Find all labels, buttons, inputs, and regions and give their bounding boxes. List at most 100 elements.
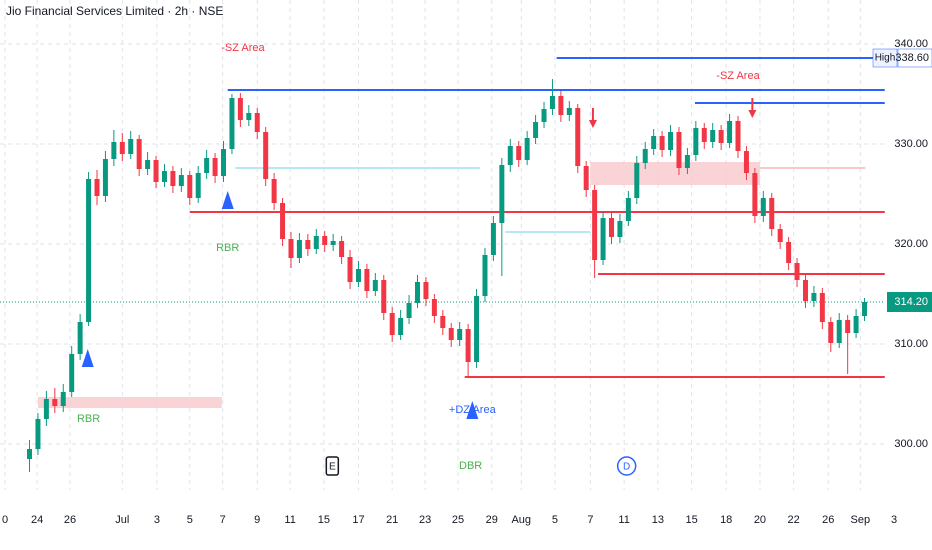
candle-body — [482, 255, 488, 296]
y-tick-label: 340.00 — [894, 38, 928, 50]
annotation: DBR — [459, 460, 482, 472]
candle-body — [254, 113, 260, 132]
candle-body — [221, 149, 227, 176]
candle-body — [212, 158, 218, 176]
candle-body — [794, 263, 800, 280]
candle-body — [415, 282, 421, 303]
candle-body — [263, 132, 269, 179]
x-tick-label: 22 — [788, 514, 800, 526]
price-axis — [885, 0, 932, 550]
candle-body — [474, 296, 480, 362]
candle-body — [634, 163, 640, 198]
candle-body — [802, 280, 808, 301]
candle-body — [642, 149, 648, 163]
annotation: -SZ Area — [716, 70, 760, 82]
candle-body — [27, 449, 33, 459]
candle-body — [111, 142, 117, 159]
candle-body — [600, 218, 606, 260]
candle-body — [86, 179, 92, 322]
x-tick-label: Jul — [115, 514, 129, 526]
x-tick-label: 11 — [618, 514, 629, 526]
x-tick-label: Aug — [511, 514, 531, 526]
annotation: RBR — [77, 413, 100, 425]
candle-body — [204, 158, 210, 173]
candle-body — [305, 240, 311, 249]
signal-marker — [748, 98, 757, 118]
x-tick-label: 3 — [891, 514, 897, 526]
candle-body — [288, 239, 294, 258]
chart-title: Jio Financial Services Limited · 2h · NS… — [6, 4, 223, 18]
candle-body — [43, 399, 49, 419]
candle-body — [777, 229, 783, 242]
candle-body — [195, 173, 201, 198]
candle-body — [313, 236, 319, 249]
y-tick-label: 310.00 — [894, 338, 928, 350]
candle-body — [701, 128, 707, 142]
candle-body — [178, 175, 184, 186]
candle-body — [735, 121, 741, 151]
annotation: +DZ Area — [449, 404, 497, 416]
candle-body — [389, 313, 395, 335]
zone — [37, 397, 222, 408]
candle-body — [431, 299, 437, 316]
candle-body — [398, 318, 404, 335]
candle-body — [364, 269, 370, 291]
x-tick-label: 7 — [220, 514, 226, 526]
candle-body — [187, 175, 193, 198]
candle-body — [35, 419, 41, 449]
x-tick-label: 29 — [486, 514, 498, 526]
y-tick-label: 320.00 — [894, 238, 928, 250]
candle-body — [811, 293, 817, 301]
x-tick-label: 11 — [284, 514, 295, 526]
x-tick-label: 7 — [587, 514, 593, 526]
candle-body — [77, 322, 83, 354]
signal-marker — [221, 191, 234, 209]
candle-body — [592, 190, 598, 260]
candle-body — [60, 392, 66, 406]
event-badge — [616, 456, 637, 476]
x-tick-label: 23 — [419, 514, 431, 526]
candle-body — [322, 236, 328, 245]
x-tick-label: 25 — [452, 514, 464, 526]
candle-body — [836, 320, 842, 343]
candle-body — [583, 166, 589, 190]
candle-body — [617, 221, 623, 237]
candle-body — [465, 329, 471, 362]
candle-body — [457, 329, 463, 340]
high-tag — [872, 48, 898, 68]
candle-body — [119, 142, 125, 154]
candle-body — [153, 160, 159, 182]
last-price-box — [887, 292, 932, 312]
candle-body — [339, 241, 345, 257]
candle-body — [330, 241, 336, 245]
high-tag-text: High — [875, 53, 896, 64]
x-tick-label: 13 — [652, 514, 664, 526]
candle-body — [145, 160, 151, 169]
candle-body — [271, 179, 277, 203]
candle-body — [94, 179, 100, 196]
candle-body — [516, 146, 522, 160]
candle-body — [170, 171, 176, 186]
x-tick-label: 0 — [2, 514, 8, 526]
candle-body — [853, 316, 859, 333]
signal-marker — [466, 401, 479, 419]
candle-body — [625, 198, 631, 221]
candle-body — [280, 203, 286, 239]
candle-body — [608, 218, 614, 237]
x-tick-label: 26 — [64, 514, 76, 526]
signal-marker — [588, 108, 597, 128]
candle-body — [752, 173, 758, 216]
x-tick-label: 18 — [720, 514, 732, 526]
candle-body — [296, 240, 302, 258]
zone — [590, 162, 760, 185]
x-tick-label: 20 — [754, 514, 766, 526]
candle-body — [710, 130, 716, 142]
annotation: RBR — [216, 242, 239, 254]
event-label: D — [623, 462, 630, 473]
annotation: -SZ Area — [221, 42, 265, 54]
candle-body — [676, 132, 682, 168]
candle-body — [743, 151, 749, 173]
last-price-label: 314.20 — [894, 296, 928, 308]
candle-body — [69, 354, 75, 392]
candle-body — [769, 198, 775, 229]
